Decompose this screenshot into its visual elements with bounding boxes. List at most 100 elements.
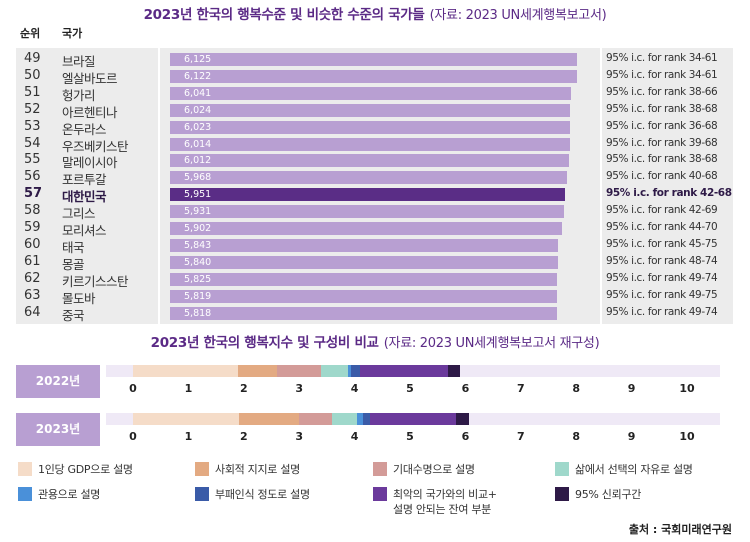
axis-tick-label: 2 bbox=[239, 430, 248, 443]
axis-tick-label: 9 bbox=[627, 430, 636, 443]
title-bottom-main: 2023년 한국의 행복지수 및 구성비 비교 bbox=[150, 335, 379, 351]
stack-segment bbox=[238, 413, 300, 425]
score-label: 6,125 bbox=[184, 54, 212, 65]
legend-swatch bbox=[555, 462, 569, 476]
score-label: 6,041 bbox=[184, 87, 212, 99]
rank-number: 57 bbox=[24, 186, 43, 202]
rank-number: 63 bbox=[24, 287, 41, 303]
score-bar bbox=[170, 306, 557, 320]
rank-interval: 95% i.c. for rank 45-75 bbox=[606, 237, 718, 250]
score-bar bbox=[170, 255, 559, 269]
axis-tick-label: 10 bbox=[679, 430, 695, 443]
axis-tick-label: 4 bbox=[350, 382, 359, 395]
axis-tick-label: 7 bbox=[516, 430, 525, 443]
legend-swatch bbox=[373, 462, 387, 476]
stack-segment bbox=[238, 365, 278, 377]
country-name: 대한민국 bbox=[62, 189, 107, 205]
score-bar bbox=[170, 154, 570, 168]
legend-label: 관용으로 설명 bbox=[38, 488, 101, 501]
year-label: 2023년 bbox=[16, 413, 100, 446]
score-bar bbox=[170, 171, 567, 185]
axis-tick-label: 2 bbox=[239, 382, 248, 395]
score-label: 5,902 bbox=[184, 223, 212, 234]
stack-segment bbox=[350, 365, 360, 377]
bar-track bbox=[106, 413, 720, 425]
score-label: 5,825 bbox=[184, 273, 212, 285]
title-bottom-sub: (자료: 2023 UN세계행복보고서 재구성) bbox=[383, 336, 600, 351]
score-bar bbox=[170, 120, 571, 134]
rank-interval: 95% i.c. for rank 34-61 bbox=[606, 52, 718, 64]
legend-label: 삶에서 선택의 자유로 설명 bbox=[575, 463, 693, 476]
axis-tick-label: 1 bbox=[184, 382, 193, 395]
country-name: 엘살바도르 bbox=[62, 70, 118, 86]
legend-label: 부패인식 정도로 설명 bbox=[215, 488, 310, 501]
stack-segment bbox=[299, 413, 333, 425]
rank-number: 59 bbox=[24, 220, 41, 235]
score-label: 5,968 bbox=[184, 172, 212, 184]
score-label: 6,023 bbox=[184, 121, 212, 133]
country-name: 태국 bbox=[62, 239, 85, 255]
stack-segment bbox=[448, 365, 461, 377]
score-label: 5,819 bbox=[184, 290, 212, 302]
country-name: 말레이시아 bbox=[62, 155, 118, 171]
country-name: 중국 bbox=[62, 307, 85, 323]
rank-number: 64 bbox=[24, 304, 41, 320]
axis-tick-label: 9 bbox=[627, 382, 636, 395]
axis-tick-label: 8 bbox=[572, 382, 581, 395]
stack-segment bbox=[357, 413, 363, 425]
axis-tick-label: 3 bbox=[295, 382, 304, 395]
score-bar bbox=[170, 137, 570, 151]
stack-segment bbox=[332, 413, 358, 425]
rank-interval: 95% i.c. for rank 42-69 bbox=[606, 204, 718, 217]
ci-panel bbox=[602, 48, 733, 324]
rank-number: 60 bbox=[24, 236, 41, 252]
axis-tick-label: 1 bbox=[184, 430, 193, 443]
rank-number: 53 bbox=[24, 118, 41, 134]
chart-title-top: 2023년 한국의 행복수준 및 비슷한 수준의 국가들 (자료: 2023 U… bbox=[0, 3, 750, 23]
axis-tick-label: 5 bbox=[406, 430, 414, 443]
country-name: 몰도바 bbox=[62, 290, 96, 306]
legend-swatch bbox=[195, 462, 209, 476]
legend-swatch bbox=[195, 487, 209, 501]
score-label: 5,951 bbox=[184, 189, 212, 201]
score-bar bbox=[170, 188, 566, 202]
country-name: 그리스 bbox=[62, 206, 96, 222]
source-note: 출처 : 국회미래연구원 bbox=[628, 523, 732, 536]
score-bar bbox=[170, 103, 571, 117]
rank-interval: 95% i.c. for rank 49-74 bbox=[606, 305, 718, 318]
bar-track bbox=[106, 365, 720, 377]
score-bar bbox=[170, 272, 558, 286]
country-name: 헝가리 bbox=[62, 87, 96, 103]
country-panel bbox=[16, 48, 158, 324]
rank-number: 54 bbox=[24, 135, 41, 151]
axis-tick-label: 5 bbox=[406, 382, 414, 395]
rank-number: 51 bbox=[24, 84, 41, 100]
score-label: 5,931 bbox=[184, 206, 212, 218]
legend-label: 최악의 국가와의 비교+ bbox=[393, 488, 497, 501]
axis-tick-label: 3 bbox=[295, 430, 304, 443]
axis-tick-label: 7 bbox=[516, 382, 525, 395]
country-name: 온두라스 bbox=[62, 121, 107, 137]
stack-segment bbox=[359, 365, 449, 377]
score-label: 6,014 bbox=[184, 138, 212, 150]
country-name: 브라질 bbox=[62, 54, 96, 69]
axis-tick-label: 8 bbox=[572, 430, 581, 443]
score-bar bbox=[170, 86, 572, 100]
stack-segment bbox=[362, 413, 371, 425]
score-label: 5,840 bbox=[184, 256, 212, 268]
rank-interval: 95% i.c. for rank 49-74 bbox=[606, 271, 718, 284]
rank-interval: 95% i.c. for rank 49-75 bbox=[606, 288, 718, 301]
rank-interval: 95% i.c. for rank 44-70 bbox=[606, 221, 718, 233]
axis-tick-label: 6 bbox=[461, 382, 470, 395]
legend-swatch bbox=[373, 487, 387, 501]
country-name: 포르투갈 bbox=[62, 172, 107, 188]
title-top-sub: (자료: 2023 UN세계행복보고서) bbox=[429, 8, 607, 23]
rank-number: 52 bbox=[24, 101, 41, 117]
score-label: 5,843 bbox=[184, 239, 212, 251]
legend-swatch bbox=[18, 487, 32, 501]
legend-label: 기대수명으로 설명 bbox=[393, 463, 475, 476]
stack-segment bbox=[277, 365, 322, 377]
score-bar bbox=[170, 289, 557, 303]
rank-interval: 95% i.c. for rank 38-66 bbox=[606, 85, 718, 98]
stack-segment bbox=[455, 413, 469, 425]
